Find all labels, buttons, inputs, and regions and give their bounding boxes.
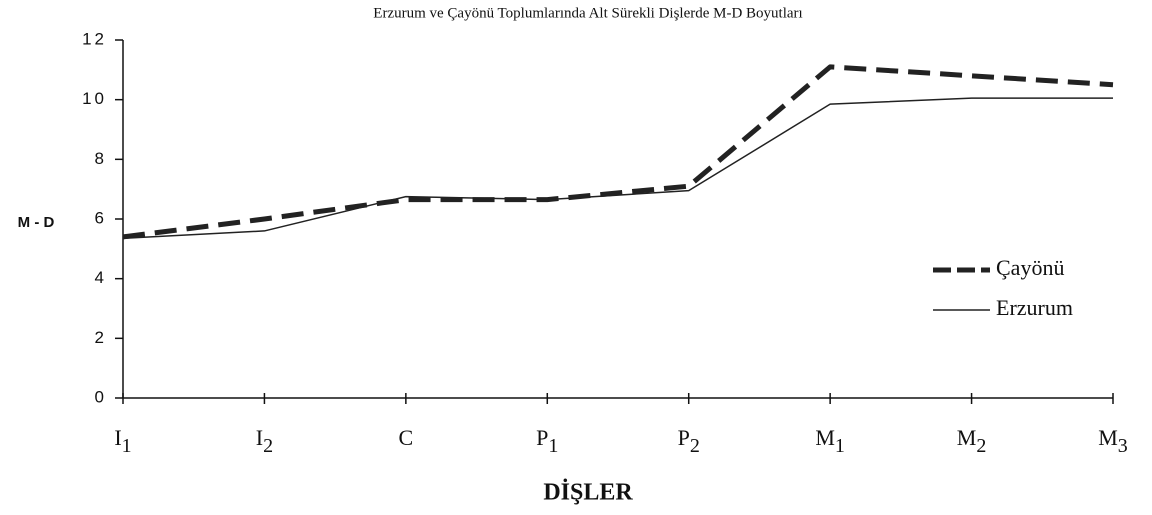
y-tick-label: 6 bbox=[95, 208, 107, 227]
y-tick-label: 10 bbox=[82, 89, 107, 108]
legend-label: Erzurum bbox=[996, 295, 1073, 320]
series-line bbox=[122, 97, 1113, 240]
y-tick-label: 0 bbox=[95, 387, 107, 406]
series-line bbox=[122, 64, 1114, 240]
x-tick-label: M1 bbox=[815, 425, 845, 457]
x-tick-label: I1 bbox=[114, 425, 131, 457]
x-tick-label: P1 bbox=[536, 425, 558, 457]
x-tick-label: I2 bbox=[256, 425, 273, 457]
y-axis-label: M - D bbox=[18, 214, 55, 231]
legend-label: Çayönü bbox=[996, 255, 1064, 280]
y-tick-label: 2 bbox=[95, 328, 107, 347]
x-tick-label: P2 bbox=[678, 425, 700, 457]
x-tick-label: M2 bbox=[957, 425, 987, 457]
y-tick-label: 8 bbox=[95, 149, 107, 168]
x-tick-label: C bbox=[399, 425, 414, 450]
x-axis-label: DİŞLER bbox=[543, 480, 633, 506]
y-tick-label: 12 bbox=[82, 29, 107, 48]
chart-title: Erzurum ve Çayönü Toplumlarında Alt Süre… bbox=[373, 5, 802, 21]
x-tick-label: M3 bbox=[1098, 425, 1128, 457]
y-tick-label: 4 bbox=[95, 268, 107, 287]
